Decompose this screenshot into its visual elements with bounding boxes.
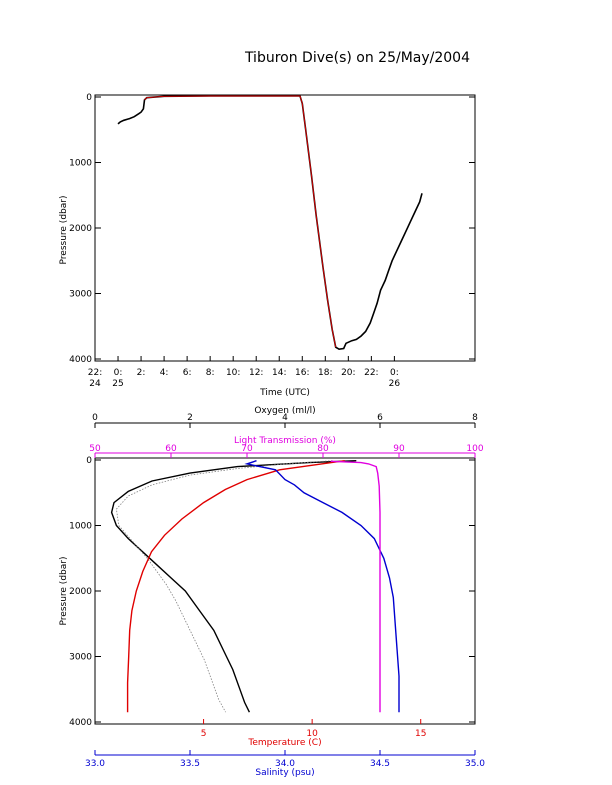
- x-tick-label: 0:: [114, 368, 123, 378]
- x-tick-label: 16:: [295, 368, 309, 378]
- x-tick-label: 4:: [160, 368, 169, 378]
- x-tick-label: 12:: [249, 368, 263, 378]
- cast-profiles-lines: [110, 460, 400, 713]
- y-tick-label: 1000: [69, 159, 92, 169]
- x-tick-label: 0:: [390, 368, 399, 378]
- oxygen-tick-label: 6: [377, 413, 383, 423]
- x-tick-label: 8:: [206, 368, 215, 378]
- x-tick-label: 18:: [318, 368, 332, 378]
- y-axis-label: Pressure (dbar): [59, 196, 69, 265]
- transmission-tick-label: 90: [393, 444, 405, 454]
- dive-track-line: [117, 95, 423, 351]
- salinity-tick-label: 34.0: [275, 759, 295, 769]
- temperature-tick-label: 15: [415, 729, 426, 739]
- transmission-tick-label: 80: [317, 444, 329, 454]
- transmission-profile-line: [330, 460, 381, 713]
- temperature-axis-label: Temperature (C): [247, 738, 321, 748]
- transmission-tick-label: 50: [89, 444, 101, 454]
- transmission-tick-label: 100: [466, 444, 483, 454]
- dive-profile-frame: [94, 94, 476, 362]
- transmission-tick-label: 60: [165, 444, 177, 454]
- x-axis-label: Time (UTC): [259, 388, 310, 398]
- transmission-axis-label: Light Transmission (%): [234, 436, 336, 446]
- x-tick-label: 2:: [137, 368, 146, 378]
- cast-profiles-ticks: 0 2 4 6 8 50 60 70 80 90 100 5 10 15 33.0 33.5 34.0 34.5 3…: [69, 413, 485, 769]
- oxygen-profile-line: [115, 460, 333, 713]
- x-tick-label: 6:: [183, 368, 192, 378]
- x-tick-label-day: 24: [89, 379, 101, 389]
- x-tick-label: 14:: [272, 368, 286, 378]
- y-tick-label: 2000: [69, 224, 92, 234]
- oxygen-profile-line: [110, 460, 357, 713]
- dive-profile-chart: 22:240:252: 4: 6: 8: 10: 12: 14: 16: 18: 20: 22: 0:…: [59, 93, 476, 398]
- salinity-axis-label: Salinity (psu): [255, 768, 314, 778]
- x-tick-label-day: 25: [112, 379, 123, 389]
- y-tick-label: 3000: [69, 290, 92, 300]
- salinity-profile-line: [244, 460, 400, 713]
- cast-profiles-chart: 0 2 4 6 8 50 60 70 80 90 100 5 10 15 33.0 33.5 34.0 34.5 3…: [59, 406, 485, 778]
- y-tick-label-bottom: 4000: [69, 718, 92, 728]
- salinity-tick-label: 33.5: [180, 759, 200, 769]
- y-tick-label-bottom: 3000: [69, 653, 92, 663]
- y-tick-label-bottom: 0: [86, 456, 92, 466]
- oxygen-tick-label: 0: [92, 413, 98, 423]
- x-tick-label: 20:: [341, 368, 355, 378]
- temperature-tick-label: 5: [201, 729, 207, 739]
- salinity-tick-label: 33.0: [85, 759, 105, 769]
- y-tick-label: 0: [86, 93, 92, 103]
- chart-title: Tiburon Dive(s) on 25/May/2004: [244, 50, 470, 66]
- y-tick-label-bottom: 2000: [69, 587, 92, 597]
- x-tick-label-day: 26: [389, 379, 401, 389]
- temperature-tick-label: 10: [306, 729, 318, 739]
- salinity-tick-label: 34.5: [370, 759, 390, 769]
- x-tick-label: 22:: [364, 368, 378, 378]
- cast-profiles-frame: [94, 457, 476, 725]
- transmission-tick-label: 70: [241, 444, 253, 454]
- x-tick-label: 22:: [88, 368, 102, 378]
- oxygen-tick-label: 8: [472, 413, 478, 423]
- dive-profile-ticks: 22:240:252: 4: 6: 8: 10: 12: 14: 16: 18: 20: 22: 0:…: [69, 93, 475, 389]
- x-tick-label: 10:: [226, 368, 240, 378]
- temperature-profile-line: [126, 460, 345, 713]
- dive-cast-line: [144, 95, 337, 348]
- dive-profile-lines: [117, 95, 423, 351]
- oxygen-axis-label: Oxygen (ml/l): [254, 406, 315, 416]
- oxygen-tick-label: 2: [187, 413, 193, 423]
- salinity-tick-label: 35.0: [465, 759, 485, 769]
- y-tick-label-bottom: 1000: [69, 522, 92, 532]
- y-tick-label: 4000: [69, 355, 92, 365]
- oxygen-tick-label: 4: [282, 413, 288, 423]
- y-axis-label-bottom: Pressure (dbar): [59, 557, 69, 626]
